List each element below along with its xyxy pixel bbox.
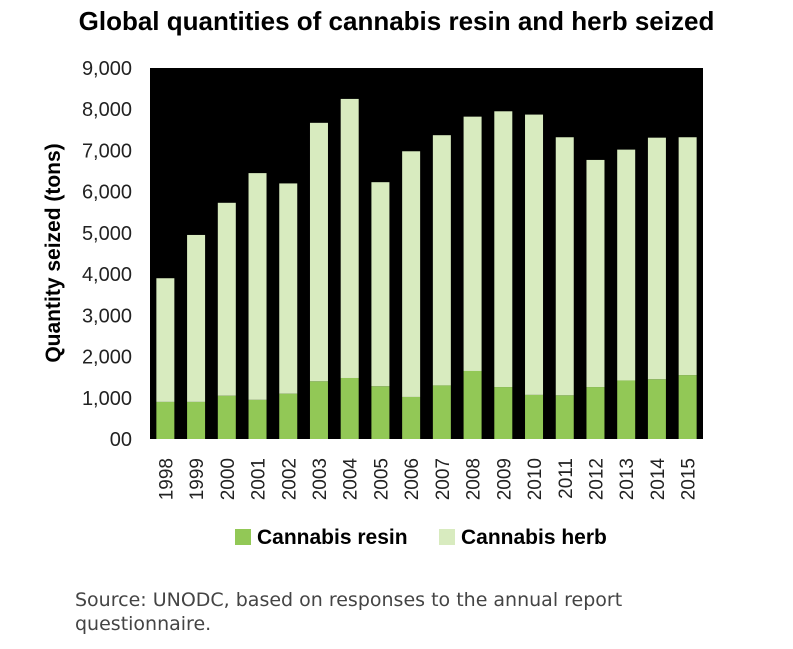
x-tick-label: 2003 [310,458,331,500]
bar-resin-2004 [340,377,359,439]
y-tick-label: 4,000 [82,264,132,286]
x-tick-label: 2001 [249,458,270,500]
x-tick-label: 2010 [525,458,546,500]
x-tick-label: 2011 [556,458,577,499]
bar-herb-2005 [371,182,390,387]
x-tick-label: 2015 [679,458,700,500]
bar-herb-2009 [494,111,513,388]
bar-resin-2002 [279,393,298,439]
legend-swatch-herb [439,529,455,545]
x-tick-label: 2004 [341,458,362,501]
x-tick-label: 2005 [371,458,392,500]
bar-herb-2007 [432,135,451,386]
bar-herb-2006 [402,151,421,397]
bar-resin-2015 [678,375,697,439]
bar-resin-2013 [617,380,636,439]
x-tick-label: 1999 [187,458,208,500]
bar-herb-2001 [248,173,267,400]
y-tick-label: 7,000 [82,140,132,162]
y-tick-label: 3,000 [82,305,132,327]
bar-resin-2014 [647,379,666,439]
bar-herb-1999 [187,234,206,402]
chart-title: Global quantities of cannabis resin and … [78,6,715,36]
bar-herb-2008 [463,116,482,371]
y-tick-label: 8,000 [82,99,132,121]
bar-herb-2013 [617,149,636,381]
x-tick-label: 1998 [156,458,177,500]
bar-herb-2010 [525,114,544,395]
bar-resin-2009 [494,387,513,439]
bar-herb-2002 [279,183,298,394]
bar-resin-2001 [248,399,267,439]
x-tick-label: 2009 [494,458,515,500]
y-tick-label: 1,000 [82,388,132,410]
source-note: Source: UNODC, based on responses to the… [75,589,623,635]
legend-label-resin: Cannabis resin [257,526,408,549]
bar-resin-2000 [217,395,236,439]
bar-resin-2012 [586,387,605,439]
bar-resin-2008 [463,370,482,439]
x-tick-label: 2002 [279,458,300,500]
plot-area [150,68,703,439]
bar-herb-2000 [217,202,236,396]
bar-herb-2014 [647,137,666,380]
bar-resin-2006 [402,396,421,439]
bar-resin-2010 [525,394,544,439]
bar-resin-2005 [371,386,390,439]
y-tick-label: 5,000 [82,223,132,245]
x-tick-label: 2000 [218,458,239,500]
bar-herb-2004 [340,98,359,378]
x-tick-label: 2007 [433,458,454,500]
bar-herb-1998 [156,278,175,402]
y-tick-label: 6,000 [82,182,132,204]
x-tick-label: 2012 [586,458,607,500]
bar-herb-2012 [586,159,605,388]
bar-herb-2015 [678,137,697,376]
y-tick-label: 00 [110,429,132,451]
bar-resin-2003 [309,381,328,439]
legend-swatch-resin [235,529,251,545]
x-tick-label: 2013 [617,458,638,500]
legend-label-herb: Cannabis herb [461,526,607,549]
bar-herb-2011 [555,137,574,396]
y-tick-label: 9,000 [82,58,132,80]
bar-resin-1998 [156,401,175,439]
bar-resin-2011 [555,395,574,439]
y-tick-label: 2,000 [82,347,132,369]
stacked-bar-chart: 00 1,000 2,000 3,000 4,000 5,000 6,000 7,000 8,0… [42,58,703,549]
bar-herb-2003 [309,122,328,382]
x-tick-label: 2006 [402,458,423,500]
x-tick-label: 2014 [648,458,669,501]
bar-resin-2007 [432,385,451,439]
y-axis-label: Quantity seized (tons) [42,143,65,362]
x-tick-label: 2008 [464,458,485,500]
bar-resin-1999 [187,401,206,439]
